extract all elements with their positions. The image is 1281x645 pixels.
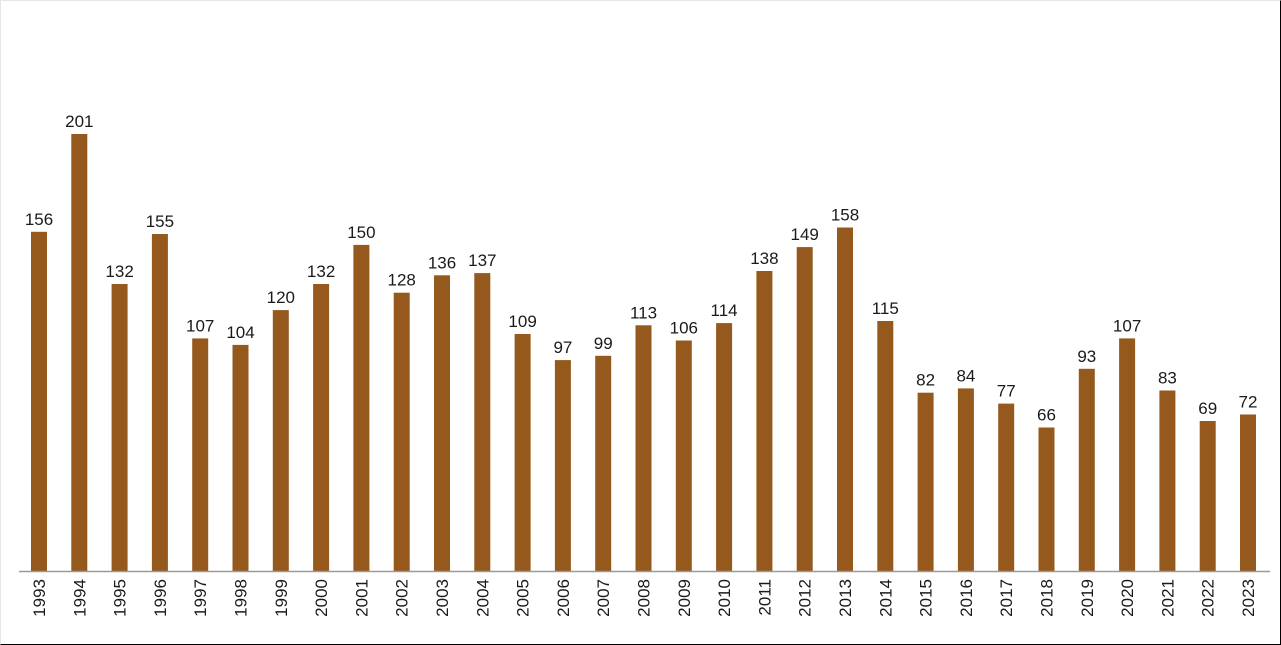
tick-label-2001: 2001 — [352, 579, 371, 617]
bar-2012 — [796, 247, 813, 571]
value-label-2016: 84 — [956, 366, 975, 385]
value-label-2005: 109 — [508, 312, 536, 331]
value-label-2010: 114 — [711, 301, 738, 320]
value-label-2017: 77 — [997, 382, 1016, 401]
bar-2008 — [635, 325, 652, 571]
bar-2021 — [1159, 390, 1176, 571]
bar-2018 — [1038, 427, 1055, 571]
tick-label-1997: 1997 — [191, 579, 210, 617]
tick-label-1996: 1996 — [151, 579, 170, 617]
bar-2002 — [393, 292, 410, 571]
bar-2003 — [434, 275, 450, 571]
bar-2022 — [1199, 421, 1216, 571]
value-label-1994: 201 — [65, 112, 93, 131]
bar-2009 — [675, 340, 692, 571]
tick-label-1998: 1998 — [232, 579, 251, 617]
tick-label-1995: 1995 — [111, 579, 130, 617]
tick-label-2016: 2016 — [957, 579, 976, 617]
value-label-2022: 69 — [1198, 399, 1217, 418]
value-label-2003: 136 — [428, 253, 456, 272]
value-label-1996: 155 — [146, 212, 174, 231]
bar-2017 — [998, 403, 1015, 571]
tick-label-2021: 2021 — [1158, 579, 1177, 617]
value-label-2014: 115 — [872, 299, 899, 318]
value-label-2008: 113 — [630, 303, 657, 322]
bars-group — [31, 134, 1256, 572]
value-label-2020: 107 — [1113, 316, 1141, 335]
bar-2011 — [756, 271, 773, 571]
value-label-2012: 149 — [791, 225, 819, 244]
value-label-2000: 132 — [307, 262, 335, 281]
tick-label-2022: 2022 — [1199, 579, 1218, 617]
tick-label-2009: 2009 — [675, 579, 694, 617]
tick-label-2015: 2015 — [917, 579, 936, 617]
bar-2007 — [595, 355, 612, 571]
value-label-2023: 72 — [1239, 393, 1258, 412]
bar-2023 — [1240, 414, 1256, 571]
value-label-2021: 83 — [1158, 369, 1177, 388]
bar-2019 — [1078, 368, 1095, 571]
bar-1998 — [232, 344, 249, 571]
value-labels-group: 156 201 132 155 107 104 120 132 150 128 136 137 109 9… — [25, 112, 1258, 425]
value-label-2002: 128 — [388, 271, 416, 290]
bar-1994 — [71, 134, 88, 571]
bar-1995 — [111, 284, 128, 571]
bar-2015 — [917, 392, 934, 571]
tick-labels-group: 1993 1994 1995 1996 1997 1998 1999 2000 2001 2002… — [30, 579, 1258, 617]
tick-label-2006: 2006 — [554, 579, 573, 617]
tick-label-2023: 2023 — [1239, 579, 1258, 617]
tick-label-1999: 1999 — [272, 579, 291, 617]
value-label-2013: 158 — [831, 206, 859, 225]
tick-label-2002: 2002 — [393, 579, 412, 617]
value-label-2009: 106 — [670, 319, 698, 338]
value-label-1998: 104 — [226, 323, 254, 342]
tick-label-2012: 2012 — [796, 579, 815, 617]
bar-2006 — [554, 360, 571, 571]
value-label-1999: 120 — [267, 288, 295, 307]
bar-1996 — [151, 234, 168, 571]
tick-label-2005: 2005 — [514, 579, 533, 617]
tick-label-2007: 2007 — [594, 579, 613, 617]
value-label-2015: 82 — [916, 371, 935, 390]
tick-label-2017: 2017 — [997, 579, 1016, 617]
tick-label-2014: 2014 — [876, 579, 895, 617]
bar-2010 — [716, 323, 733, 571]
tick-label-2011: 2011 — [755, 579, 774, 616]
tick-label-1993: 1993 — [30, 579, 49, 617]
bar-2001 — [353, 244, 370, 571]
tick-label-2003: 2003 — [433, 579, 452, 617]
bar-2004 — [474, 273, 491, 571]
bar-2000 — [313, 284, 330, 571]
tick-label-2018: 2018 — [1038, 579, 1057, 617]
tick-label-2010: 2010 — [715, 579, 734, 617]
tick-label-2019: 2019 — [1078, 579, 1097, 617]
bar-2014 — [877, 321, 894, 571]
tick-label-2008: 2008 — [635, 579, 654, 617]
tick-label-2020: 2020 — [1118, 579, 1137, 617]
bar-1999 — [272, 310, 289, 571]
bar-1997 — [192, 338, 209, 571]
bar-2020 — [1119, 338, 1136, 571]
bar-2013 — [837, 227, 853, 571]
tick-label-2004: 2004 — [473, 579, 492, 617]
bar-2016 — [957, 388, 974, 571]
value-label-1997: 107 — [186, 316, 214, 335]
value-label-2018: 66 — [1037, 406, 1056, 425]
value-label-2007: 99 — [594, 334, 613, 353]
tick-label-2000: 2000 — [312, 579, 331, 617]
value-label-2001: 150 — [347, 223, 375, 242]
value-label-2004: 137 — [468, 251, 496, 270]
bar-1993 — [31, 231, 47, 572]
value-label-2006: 97 — [553, 338, 572, 357]
value-label-2011: 138 — [750, 249, 778, 268]
value-label-2019: 93 — [1077, 347, 1096, 366]
tick-label-1994: 1994 — [70, 579, 89, 617]
value-label-1993: 156 — [25, 210, 53, 229]
tick-label-2013: 2013 — [836, 579, 855, 617]
bar-2005 — [514, 334, 531, 571]
value-label-1995: 132 — [105, 262, 133, 281]
